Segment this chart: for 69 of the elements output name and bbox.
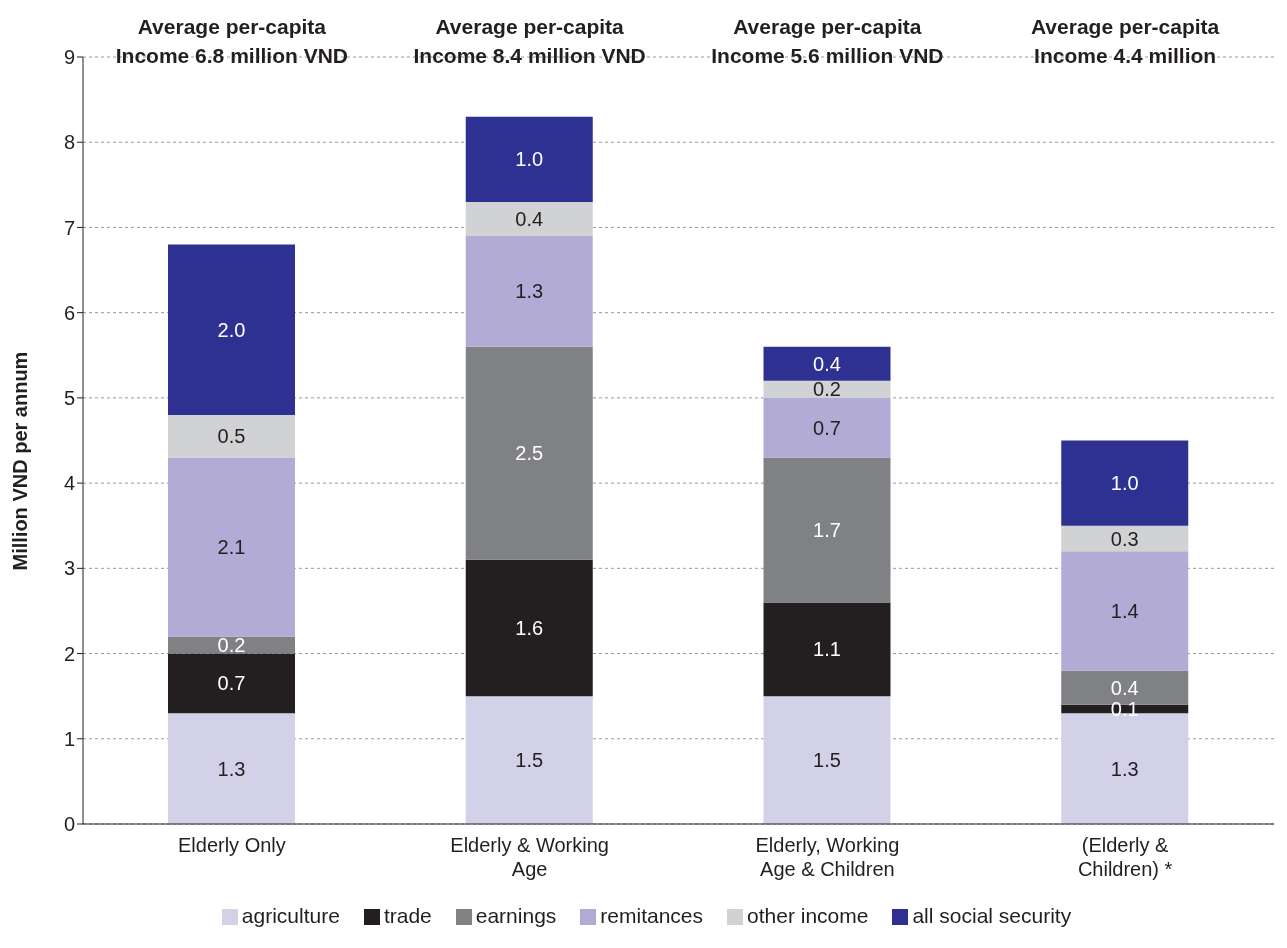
data-label: 2.1 <box>217 536 246 559</box>
annotation: Average per-capita Income 6.8 million VND <box>114 14 349 69</box>
bar <box>465 201 593 236</box>
y-tick-label: 7 <box>63 216 75 239</box>
bar <box>1061 440 1189 526</box>
bar <box>763 457 891 603</box>
bar <box>465 696 593 824</box>
annotation: Average per-capita Income 5.6 million VND <box>710 14 945 69</box>
data-label: 1.7 <box>813 518 841 541</box>
bar <box>168 713 295 824</box>
data-label: 1.0 <box>1110 472 1139 495</box>
data-label: 2.0 <box>217 318 246 341</box>
data-label: 0.4 <box>515 207 544 230</box>
bar <box>168 457 295 637</box>
y-tick-label: 4 <box>63 472 75 495</box>
data-label: 1.3 <box>217 757 246 780</box>
bar <box>465 559 593 697</box>
bar <box>168 244 295 415</box>
y-tick-label: 2 <box>63 642 75 665</box>
legend-label: earnings <box>475 904 557 927</box>
bar <box>168 653 295 714</box>
data-label: 1.3 <box>515 280 544 303</box>
data-label: 1.1 <box>813 638 841 661</box>
data-label: 1.5 <box>813 749 841 772</box>
legend-label: trade <box>383 904 432 927</box>
y-tick-label: 5 <box>63 386 75 409</box>
x-tick-label: Elderly, Working Age & Children <box>755 834 900 880</box>
y-tick-label: 8 <box>63 131 75 154</box>
x-tick-label: Elderly & Working Age <box>450 834 609 880</box>
legend-label: remitances <box>600 904 704 927</box>
bar <box>465 116 593 202</box>
x-tick-label: Elderly Only <box>177 834 286 856</box>
data-label: 0.4 <box>813 352 841 375</box>
y-tick-label: 9 <box>63 46 75 69</box>
data-label: 0.7 <box>217 672 246 695</box>
legend-label: agriculture <box>241 904 340 927</box>
data-label: 1.5 <box>515 749 544 772</box>
y-tick-label: 6 <box>63 301 75 324</box>
data-label: 0.7 <box>813 416 841 439</box>
bar <box>168 414 295 458</box>
data-label: 0.2 <box>217 634 246 657</box>
legend-label: all social security <box>912 904 1072 927</box>
data-label: 0.2 <box>813 378 841 401</box>
data-label: 1.3 <box>1110 757 1139 780</box>
data-label: 0.4 <box>1110 676 1139 699</box>
data-label: 1.6 <box>515 616 544 639</box>
data-label: 1.0 <box>515 148 544 171</box>
annotation: Average per-capita Income 8.4 million VND <box>412 14 647 69</box>
bar <box>763 602 891 697</box>
y-tick-label: 3 <box>63 557 75 580</box>
bar <box>763 397 891 458</box>
bar <box>1061 525 1189 552</box>
bar <box>465 235 593 347</box>
legend-label: other income <box>747 904 869 927</box>
bar <box>1061 551 1189 671</box>
data-label: 1.4 <box>1110 599 1139 622</box>
y-tick-label: 1 <box>63 727 75 750</box>
data-label: 0.5 <box>217 425 246 448</box>
data-label: 0.3 <box>1110 527 1139 550</box>
bar <box>763 380 891 398</box>
bar <box>763 346 891 381</box>
data-label: 2.5 <box>515 442 544 465</box>
bar <box>763 696 891 824</box>
annotation: Average per-capita Income 4.4 million <box>1029 14 1221 69</box>
bar <box>168 636 295 654</box>
bar <box>465 346 593 560</box>
y-axis-title: Million VND per annum <box>9 351 32 571</box>
x-tick-label: (Elderly & Children) * <box>1077 834 1173 880</box>
y-tick-label: 0 <box>63 813 75 836</box>
